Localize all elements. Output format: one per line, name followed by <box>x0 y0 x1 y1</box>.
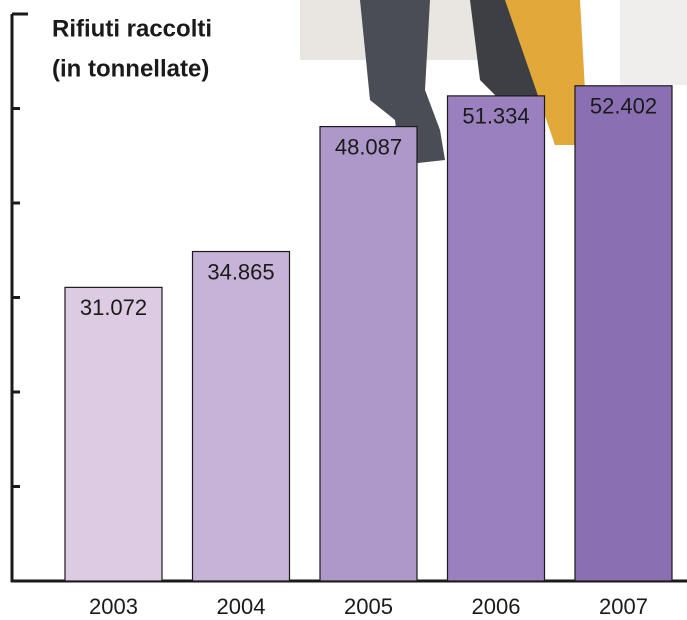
x-tick-label: 2006 <box>472 594 521 619</box>
value-label: 52.402 <box>590 94 657 119</box>
bar <box>193 252 290 581</box>
bar <box>320 127 417 581</box>
value-label: 34.865 <box>207 259 274 284</box>
bar <box>448 96 545 581</box>
chart-title: Rifiuti raccolti <box>52 15 212 42</box>
chart-title: (in tonnellate) <box>52 55 209 82</box>
value-label: 51.334 <box>462 104 529 129</box>
value-label: 48.087 <box>335 134 402 159</box>
bar <box>575 86 672 581</box>
value-label: 31.072 <box>80 295 147 320</box>
x-tick-label: 2004 <box>217 594 266 619</box>
photo-edge <box>620 0 687 85</box>
page: Rifiuti raccolti (in tonnellate) 31.072 2… <box>0 0 687 620</box>
bar <box>65 287 162 581</box>
chart: Rifiuti raccolti (in tonnellate) 31.072 2… <box>0 0 687 620</box>
x-tick-label: 2003 <box>89 594 138 619</box>
x-tick-label: 2005 <box>344 594 393 619</box>
x-tick-label: 2007 <box>599 594 648 619</box>
